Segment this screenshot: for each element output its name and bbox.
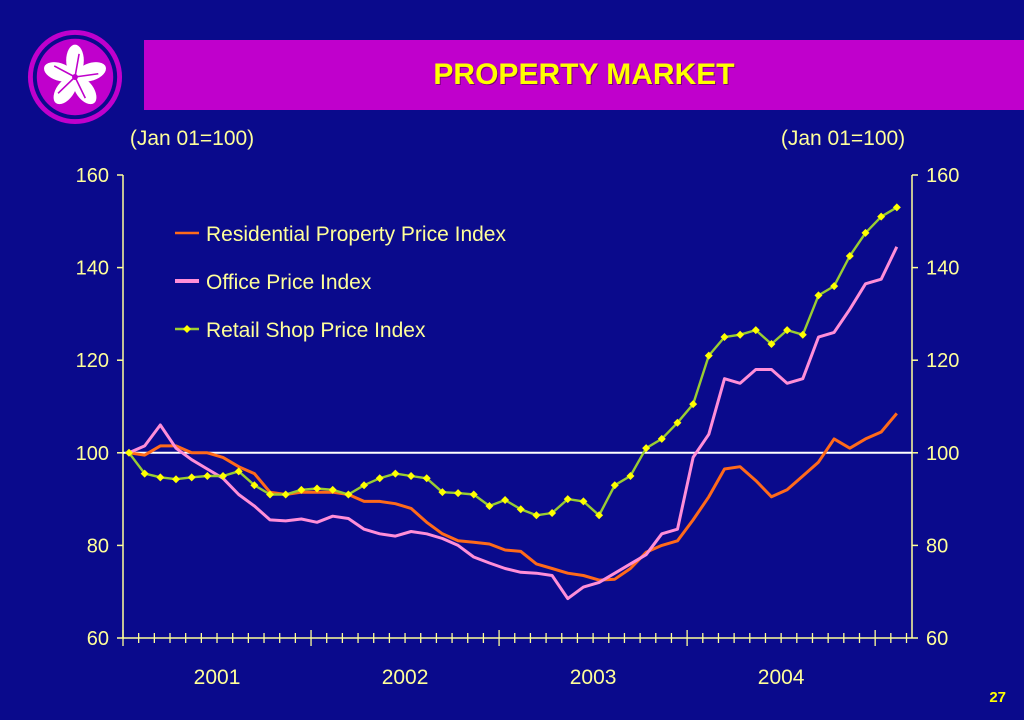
- x-year-label: 2001: [194, 666, 241, 689]
- data-point-retail: [830, 282, 839, 291]
- data-point-retail: [657, 434, 666, 443]
- data-point-retail: [250, 481, 259, 490]
- data-point-retail: [610, 481, 619, 490]
- x-year-label: 2004: [758, 666, 805, 689]
- plot-series: [125, 203, 901, 601]
- data-point-retail: [438, 488, 447, 497]
- data-point-retail: [407, 471, 416, 480]
- data-point-retail: [266, 490, 275, 499]
- data-point-retail: [328, 485, 337, 494]
- series-line-residential: [128, 412, 898, 582]
- data-point-retail: [281, 490, 290, 499]
- data-point-retail: [783, 326, 792, 335]
- left-y-tick-label: 160: [76, 165, 109, 187]
- data-point-retail: [485, 502, 494, 511]
- right-y-tick-label: 120: [926, 350, 959, 372]
- data-point-retail: [877, 212, 886, 221]
- data-point-retail: [642, 444, 651, 453]
- data-point-retail: [454, 489, 463, 498]
- data-point-retail: [798, 330, 807, 339]
- data-point-retail: [720, 333, 729, 342]
- data-point-retail: [219, 471, 228, 480]
- data-point-retail: [156, 473, 165, 482]
- title-bar: PROPERTY MARKET: [144, 40, 1024, 110]
- data-point-retail: [579, 497, 588, 506]
- data-point-retail: [673, 418, 682, 427]
- data-point-retail: [297, 485, 306, 494]
- bauhinia-flower-icon: [43, 44, 107, 105]
- right-y-tick-label: 160: [926, 165, 959, 187]
- right-y-tick-label: 60: [926, 628, 948, 650]
- data-point-retail: [751, 326, 760, 335]
- data-point-retail: [391, 469, 400, 478]
- series-line-retail: [128, 206, 898, 517]
- data-point-retail: [595, 511, 604, 520]
- right-y-tick-label: 100: [926, 443, 959, 465]
- data-point-retail: [814, 291, 823, 300]
- left-axis-unit-label: (Jan 01=100): [130, 127, 254, 150]
- legend-marker-retail: [183, 325, 191, 333]
- legend: Residential Property Price Index Office P…: [175, 223, 506, 342]
- data-point-retail: [861, 228, 870, 237]
- data-point-retail: [626, 471, 635, 480]
- data-point-retail: [344, 490, 353, 499]
- x-year-label: 2003: [570, 666, 617, 689]
- left-y-tick-label: 60: [87, 628, 109, 650]
- data-point-retail: [845, 252, 854, 261]
- data-point-retail: [422, 474, 431, 483]
- data-point-retail: [689, 400, 698, 409]
- left-y-tick-label: 120: [76, 350, 109, 372]
- slide-title: PROPERTY MARKET: [433, 58, 735, 91]
- data-point-retail: [234, 467, 243, 476]
- left-y-tick-label: 100: [76, 443, 109, 465]
- y-grid-and-axes: 60 60 80 80 100 100 120 120 140 140 160 160 2001 2002…: [76, 165, 960, 689]
- data-point-retail: [892, 203, 901, 212]
- data-point-retail: [187, 473, 196, 482]
- page-number: 27: [989, 689, 1006, 706]
- series-line-office: [128, 246, 899, 601]
- left-y-tick-label: 140: [76, 258, 109, 280]
- right-y-tick-label: 80: [926, 535, 948, 557]
- data-point-retail: [469, 490, 478, 499]
- right-y-tick-label: 140: [926, 258, 959, 280]
- data-point-retail: [532, 511, 541, 520]
- data-point-retail: [375, 474, 384, 483]
- hksar-bauhinia-logo: [27, 29, 123, 125]
- left-y-tick-label: 80: [87, 535, 109, 557]
- legend-label-residential: Residential Property Price Index: [206, 223, 506, 246]
- x-year-label: 2002: [382, 666, 429, 689]
- data-point-retail: [203, 471, 212, 480]
- data-point-retail: [736, 330, 745, 339]
- data-point-retail: [516, 505, 525, 514]
- data-point-retail: [172, 475, 181, 484]
- right-axis-unit-label: (Jan 01=100): [781, 127, 905, 150]
- legend-label-office: Office Price Index: [206, 271, 372, 294]
- data-point-retail: [563, 495, 572, 504]
- data-point-retail: [313, 484, 322, 493]
- data-point-retail: [140, 469, 149, 478]
- data-point-retail: [501, 496, 510, 505]
- data-point-retail: [704, 351, 713, 360]
- data-point-retail: [548, 508, 557, 517]
- data-point-retail: [767, 339, 776, 348]
- legend-label-retail: Retail Shop Price Index: [206, 319, 426, 342]
- data-point-retail: [125, 448, 133, 457]
- data-point-retail: [360, 481, 369, 490]
